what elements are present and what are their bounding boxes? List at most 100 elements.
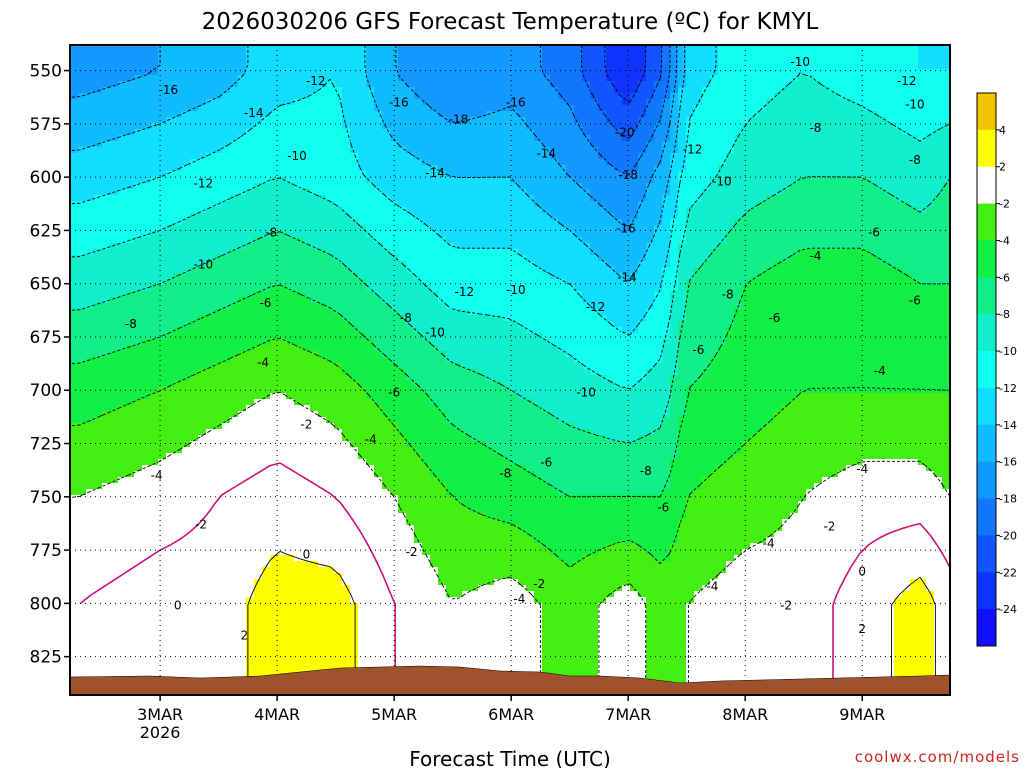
contour-label: -4 bbox=[706, 579, 718, 593]
colorbar-label: -18 bbox=[999, 493, 1017, 506]
contour-label: -12 bbox=[306, 74, 326, 88]
x-tick-label: 8MAR bbox=[722, 705, 768, 724]
colorbar-label: -22 bbox=[999, 566, 1017, 579]
contour-label: -2 bbox=[533, 577, 545, 591]
contour-label: -4 bbox=[513, 592, 525, 606]
contour-label: -6 bbox=[768, 311, 780, 325]
x-axis-label: Forecast Time (UTC) bbox=[409, 747, 611, 768]
colorbar-legend: 4 2 -2 -4 -6 -8 -10 -12 -14 -16 -18 -20 -22 -24 bbox=[976, 92, 1017, 647]
contour-label: -14 bbox=[244, 106, 264, 120]
x-tick-label: 3MAR bbox=[137, 705, 183, 724]
contour-label: 0 bbox=[858, 564, 866, 578]
contour-line-minus22 bbox=[604, 45, 647, 104]
colorbar-swatch bbox=[977, 351, 996, 389]
contour-label: -12 bbox=[194, 177, 214, 191]
colorbar-label: -10 bbox=[999, 345, 1017, 358]
y-tick-label: 800 bbox=[30, 594, 62, 614]
colorbar-label: -16 bbox=[999, 456, 1017, 469]
contour-label: -4 bbox=[856, 462, 868, 476]
x-tick-label: 9MAR bbox=[839, 705, 885, 724]
colorbar-label: 2 bbox=[999, 161, 1006, 174]
contour-label: -14 bbox=[617, 270, 637, 284]
contour-label: -10 bbox=[194, 258, 214, 272]
contour-label: -4 bbox=[874, 364, 886, 378]
contour-line-minus18 bbox=[539, 45, 671, 175]
colorbar-swatch bbox=[977, 424, 996, 463]
contour-label-group: -16-14-12-16-18-16-20-18-16-14-12-12-10-… bbox=[125, 55, 925, 642]
contour-label: -2 bbox=[823, 520, 835, 534]
contour-label: 2 bbox=[858, 622, 866, 636]
contour-label: -12 bbox=[897, 74, 917, 88]
contour-label: 0 bbox=[303, 547, 311, 561]
y-tick-label: 775 bbox=[30, 541, 62, 561]
x-tick-label: 6MAR bbox=[488, 705, 534, 724]
contour-label: -12 bbox=[683, 142, 703, 156]
colorbar-label: -2 bbox=[999, 198, 1010, 211]
contour-label: -4 bbox=[809, 249, 821, 263]
colorbar-label: -20 bbox=[999, 529, 1017, 542]
contour-label: -16 bbox=[506, 96, 526, 110]
colorbar-swatch bbox=[977, 387, 996, 426]
contour-label: -16 bbox=[158, 83, 178, 97]
y-tick-label: 650 bbox=[30, 275, 62, 295]
contour-label: -14 bbox=[536, 147, 556, 161]
contour-label: -4 bbox=[763, 537, 775, 551]
colorbar-swatch bbox=[977, 129, 996, 168]
contour-label: -8 bbox=[265, 226, 277, 240]
colorbar-label: -24 bbox=[999, 603, 1017, 616]
x-tick-label: 4MAR bbox=[254, 705, 300, 724]
contour-label: -4 bbox=[151, 468, 163, 482]
colorbar-swatch bbox=[977, 203, 996, 241]
contour-label: 2 bbox=[241, 628, 249, 642]
contour-line-0 bbox=[79, 462, 950, 695]
contour-label: -6 bbox=[692, 343, 704, 357]
y-tick-label: 725 bbox=[30, 435, 62, 455]
temperature-bands bbox=[70, 45, 950, 695]
y-tick-label: 825 bbox=[30, 648, 62, 668]
contour-label: -10 bbox=[576, 385, 596, 399]
colorbar-swatch bbox=[977, 93, 996, 131]
contour-line-minus2 bbox=[70, 391, 950, 695]
contour-label: -10 bbox=[905, 98, 925, 112]
contour-label: -10 bbox=[790, 55, 810, 69]
x-tick-sublabel: 2026 bbox=[140, 723, 181, 742]
x-tick-label: 5MAR bbox=[371, 705, 417, 724]
contour-line-minus6 bbox=[70, 247, 950, 498]
contour-label: -8 bbox=[809, 121, 821, 135]
contour-label: -10 bbox=[425, 326, 445, 340]
contour-label: -16 bbox=[616, 221, 636, 235]
watermark-text: coolwx.com/models bbox=[855, 748, 1020, 766]
contour-label: -14 bbox=[425, 166, 445, 180]
contour-label: -6 bbox=[388, 385, 400, 399]
y-tick-label: 750 bbox=[30, 488, 62, 508]
contour-label: -2 bbox=[195, 518, 207, 532]
contour-label: -2 bbox=[406, 545, 418, 559]
contour-label: -10 bbox=[506, 283, 526, 297]
contour-label: -8 bbox=[909, 153, 921, 167]
terrain-ground bbox=[70, 665, 950, 695]
y-tick-label: 675 bbox=[30, 328, 62, 348]
contour-label: -20 bbox=[615, 125, 635, 139]
contour-label: -6 bbox=[259, 296, 271, 310]
colorbar-swatch bbox=[977, 572, 996, 610]
colorbar-label: -14 bbox=[999, 419, 1017, 432]
grid-lines bbox=[70, 45, 950, 695]
chart-title: 2026030206 GFS Forecast Temperature (ºC)… bbox=[202, 9, 819, 35]
colorbar-swatch bbox=[977, 240, 996, 278]
colorbar-label: -6 bbox=[999, 271, 1010, 284]
contour-label: -8 bbox=[125, 317, 137, 331]
colorbar-swatch bbox=[977, 609, 996, 647]
y-tick-label: 575 bbox=[30, 115, 62, 135]
colorbar-label: 4 bbox=[999, 124, 1006, 137]
contour-label: -18 bbox=[449, 113, 469, 127]
contour-label: -12 bbox=[586, 300, 606, 314]
y-tick-label: 600 bbox=[30, 168, 62, 188]
colorbar-swatch bbox=[977, 498, 996, 536]
y-tick-label: 700 bbox=[30, 381, 62, 401]
contour-label: -4 bbox=[257, 356, 269, 370]
colorbar-swatch bbox=[977, 166, 996, 205]
colorbar-frame bbox=[976, 92, 997, 647]
contour-line-minus4 bbox=[70, 337, 950, 568]
